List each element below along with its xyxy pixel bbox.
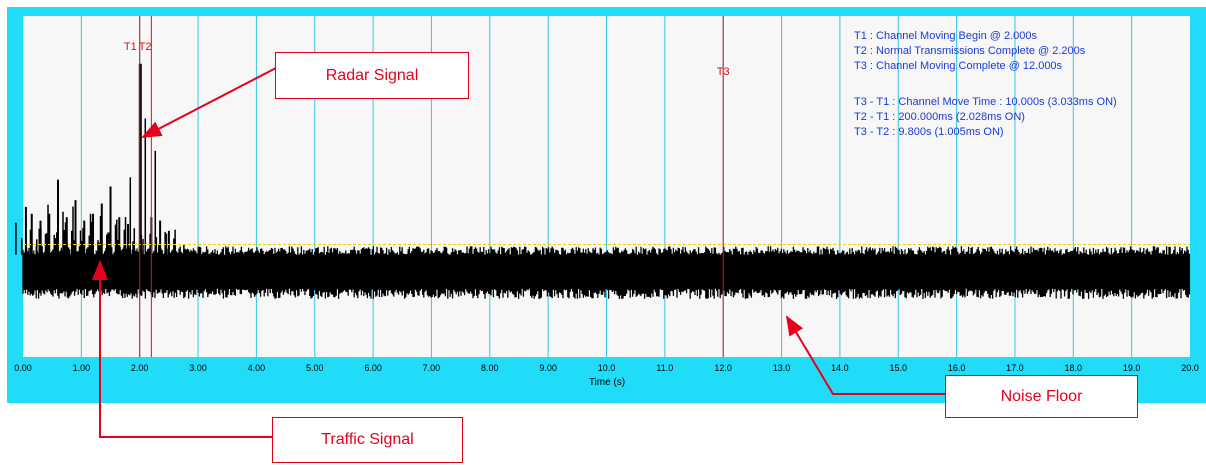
x-tick-label: 6.00 [364,363,382,373]
marker-label-t3: T3 [717,66,730,78]
x-tick-label: 7.00 [423,363,441,373]
noise-floor-callout: Noise Floor [945,375,1138,418]
x-tick-label: 18.0 [1065,363,1083,373]
x-tick-label: 15.0 [889,363,907,373]
x-tick-label: 4.00 [248,363,266,373]
info-line: T2 : Normal Transmissions Complete @ 2.2… [854,45,1086,57]
info-line: T3 - T2 : 9.800s (1.005ms ON) [854,126,1004,138]
x-axis-label: Time (s) [589,377,625,388]
info-line: T3 - T1 : Channel Move Time : 10.000s (3… [854,96,1117,108]
x-axis-ticks: 0.00 1.00 2.00 3.00 4.00 5.00 6.00 7.00 8.00 9.00… [14,363,1199,373]
radar-signal-callout: Radar Signal [275,52,469,99]
x-tick-label: 19.0 [1123,363,1141,373]
x-tick-label: 9.00 [539,363,557,373]
x-tick-label: 1.00 [73,363,91,373]
x-tick-label: 11.0 [656,363,673,373]
x-tick-label: 12.0 [714,363,732,373]
time-plot: T1 T2 T3 0.00 1.00 2.00 3.00 4.00 5.00 6.00 7.00 8… [14,16,1199,388]
x-tick-label: 0.00 [14,363,32,373]
timing-info: T1 : Channel Moving Begin @ 2.000s T2 : … [854,30,1117,138]
info-line: T3 : Channel Moving Complete @ 12.000s [854,60,1063,72]
x-tick-label: 14.0 [831,363,849,373]
marker-label-t1: T1 [124,41,137,53]
info-line: T1 : Channel Moving Begin @ 2.000s [854,30,1037,42]
x-tick-label: 16.0 [948,363,966,373]
x-tick-label: 3.00 [189,363,207,373]
x-tick-label: 20.0 [1181,363,1199,373]
x-tick-label: 8.00 [481,363,499,373]
burst-trace [15,63,185,255]
info-line: T2 - T1 : 200.000ms (2.028ms ON) [854,111,1025,123]
marker-label-t2: T2 [139,41,152,53]
x-tick-label: 2.00 [131,363,149,373]
traffic-signal-callout: Traffic Signal [272,417,463,463]
x-tick-label: 5.00 [306,363,324,373]
x-tick-label: 13.0 [773,363,791,373]
x-tick-label: 10.0 [598,363,616,373]
chart-frame: T1 T2 T3 0.00 1.00 2.00 3.00 4.00 5.00 6.00 7.00 8… [7,7,1206,403]
x-tick-label: 17.0 [1006,363,1024,373]
